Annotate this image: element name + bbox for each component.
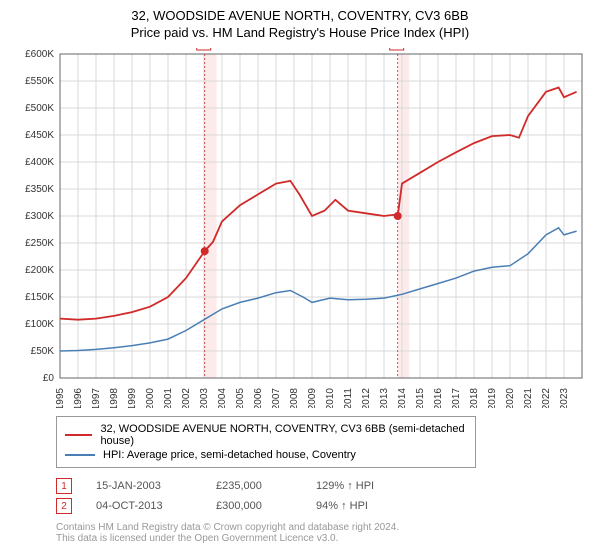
svg-text:2018: 2018 [469,388,480,408]
sale-markers-table: 1 15-JAN-2003£235,000129% ↑ HPI 2 04-OCT-20… [56,478,588,514]
svg-text:£500K: £500K [25,103,54,114]
legend-item: 32, WOODSIDE AVENUE NORTH, COVENTRY, CV3… [65,423,467,447]
svg-text:2023: 2023 [559,388,570,408]
chart-titles: 32, WOODSIDE AVENUE NORTH, COVENTRY, CV3… [12,8,588,40]
svg-text:1999: 1999 [127,388,138,408]
svg-text:£50K: £50K [31,346,55,357]
svg-text:2005: 2005 [235,388,246,408]
legend-swatch [65,454,95,456]
svg-text:£600K: £600K [25,49,54,60]
sale-marker-date: 04-OCT-2013 [96,500,216,512]
svg-text:2011: 2011 [343,388,354,408]
footnote: Contains HM Land Registry data © Crown c… [56,522,588,544]
svg-text:2010: 2010 [325,388,336,408]
svg-text:£450K: £450K [25,130,54,141]
svg-text:£300K: £300K [25,211,54,222]
svg-text:2008: 2008 [289,388,300,408]
svg-text:2002: 2002 [181,388,192,408]
footnote-line1: Contains HM Land Registry data © Crown c… [56,522,588,533]
svg-text:2004: 2004 [217,388,228,408]
svg-text:2013: 2013 [379,388,390,408]
svg-text:£350K: £350K [25,184,54,195]
svg-text:2003: 2003 [199,388,210,408]
svg-text:£150K: £150K [25,292,54,303]
title-address: 32, WOODSIDE AVENUE NORTH, COVENTRY, CV3… [12,8,588,23]
legend-label: HPI: Average price, semi-detached house,… [103,449,356,461]
svg-text:1: 1 [201,48,207,50]
svg-text:2017: 2017 [451,388,462,408]
svg-text:1998: 1998 [109,388,120,408]
svg-text:2012: 2012 [361,388,372,408]
footnote-line2: This data is licensed under the Open Gov… [56,533,588,544]
svg-text:2006: 2006 [253,388,264,408]
legend-item: HPI: Average price, semi-detached house,… [65,449,467,461]
sale-marker-price: £300,000 [216,500,316,512]
svg-text:£100K: £100K [25,319,54,330]
chart-plot-area: £0 £50K £100K £150K £200K £250K £300K £350K £400… [12,48,588,408]
sale-marker-badge: 1 [56,478,72,494]
chart-container: 32, WOODSIDE AVENUE NORTH, COVENTRY, CV3… [0,0,600,552]
sale-marker-row: 2 04-OCT-2013£300,00094% ↑ HPI [56,498,588,514]
svg-text:2001: 2001 [163,388,174,408]
svg-text:1997: 1997 [91,388,102,408]
svg-text:2000: 2000 [145,388,156,408]
title-subtitle: Price paid vs. HM Land Registry's House … [12,25,588,40]
svg-text:£250K: £250K [25,238,54,249]
svg-text:£550K: £550K [25,76,54,87]
svg-text:2016: 2016 [433,388,444,408]
svg-text:£200K: £200K [25,265,54,276]
legend: 32, WOODSIDE AVENUE NORTH, COVENTRY, CV3… [56,416,476,468]
svg-text:2: 2 [394,48,400,50]
svg-text:1996: 1996 [73,388,84,408]
svg-text:2021: 2021 [523,388,534,408]
svg-text:2007: 2007 [271,388,282,408]
line-chart-svg: £0 £50K £100K £150K £200K £250K £300K £350K £400… [12,48,588,408]
legend-swatch [65,434,92,436]
sale-marker-price: £235,000 [216,480,316,492]
legend-label: 32, WOODSIDE AVENUE NORTH, COVENTRY, CV3… [100,423,467,447]
svg-text:2015: 2015 [415,388,426,408]
sale-marker-row: 1 15-JAN-2003£235,000129% ↑ HPI [56,478,588,494]
svg-text:£400K: £400K [25,157,54,168]
svg-text:2014: 2014 [397,388,408,408]
sale-marker-date: 15-JAN-2003 [96,480,216,492]
svg-text:1995: 1995 [55,388,66,408]
svg-text:2019: 2019 [487,388,498,408]
svg-text:2020: 2020 [505,388,516,408]
svg-text:£0: £0 [43,373,55,384]
sale-marker-badge: 2 [56,498,72,514]
svg-text:2009: 2009 [307,388,318,408]
svg-text:2022: 2022 [541,388,552,408]
sale-marker-pct: 94% ↑ HPI [316,500,416,512]
sale-marker-pct: 129% ↑ HPI [316,480,416,492]
